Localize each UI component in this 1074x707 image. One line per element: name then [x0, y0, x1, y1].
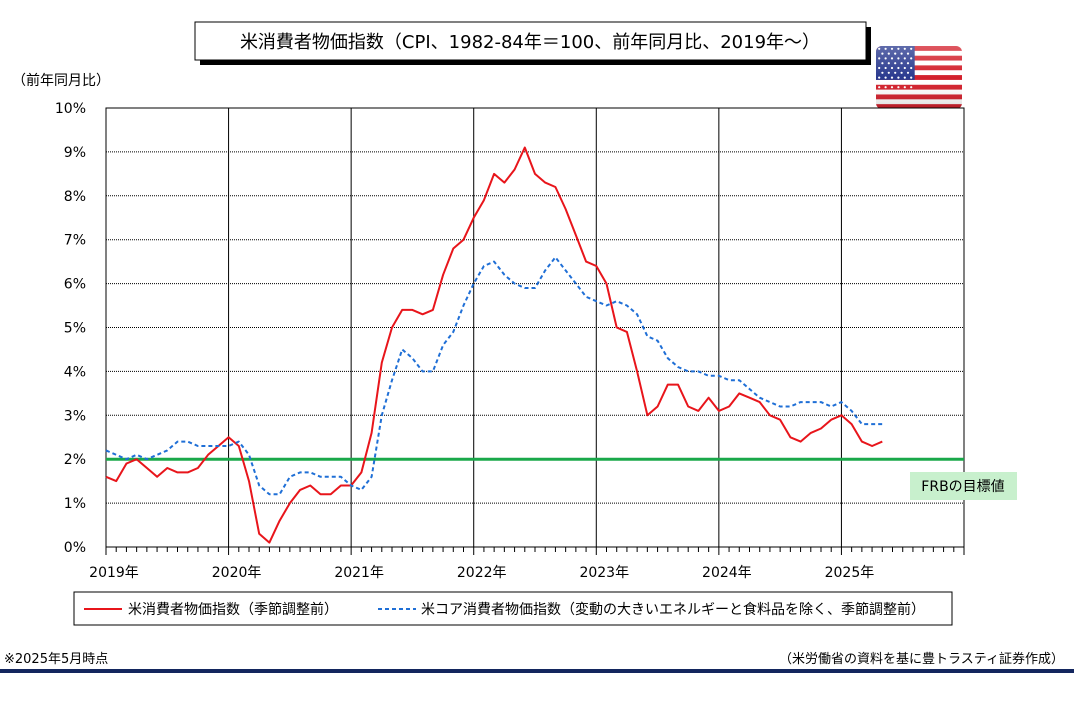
x-tick-label: 2025年: [825, 565, 875, 581]
y-tick-label: 2%: [64, 452, 86, 468]
frb-target-label-bg: [910, 472, 1017, 500]
footer-rule: [0, 669, 1074, 673]
y-tick-label: 3%: [64, 408, 86, 424]
legend-label-core-cpi: 米コア消費者物価指数（変動の大きいエネルギーと食料品を除く、季節調整前）: [421, 601, 925, 618]
y-tick-label: 5%: [64, 321, 86, 337]
x-tick-label: 2020年: [212, 565, 262, 581]
y-tick-label: 0%: [64, 540, 86, 556]
x-tick-label: 2021年: [334, 565, 384, 581]
series-line-core-cpi: [105, 256, 883, 496]
x-tick-label: 2022年: [457, 565, 507, 581]
y-axis-title: （前年同月比）: [12, 72, 110, 89]
legend-box: [73, 591, 953, 626]
chart-title: 米消費者物価指数（CPI、1982-84年＝100、前年同月比、2019年～）: [240, 32, 820, 53]
title-box: [194, 21, 867, 61]
frb-target-label: FRBの目標値: [921, 479, 1004, 495]
y-tick-label: 9%: [64, 145, 86, 161]
x-tick-label: 2023年: [579, 565, 629, 581]
y-tick-label: 1%: [64, 496, 86, 512]
y-tick-label: 8%: [64, 189, 86, 205]
y-tick-label: 10%: [55, 101, 86, 117]
source-note: （米労働省の資料を基に豊トラスティ証券作成）: [779, 651, 1064, 667]
legend-label-cpi: 米消費者物価指数（季節調整前）: [128, 601, 338, 618]
plot-area: 0% 1% 2% 3% 4% 5% 6% 7% 8% 9% 10% 2019年 2020年 2021年 20…: [55, 101, 1017, 581]
x-tick-label: 2019年: [89, 565, 139, 581]
x-tick-label: 2024年: [702, 565, 752, 581]
y-tick-label: 7%: [64, 233, 86, 249]
y-tick-label: 6%: [64, 277, 86, 293]
y-tick-label: 4%: [64, 364, 86, 380]
series-line-cpi: [105, 146, 883, 544]
as-of-note: ※2025年5月時点: [4, 652, 108, 667]
